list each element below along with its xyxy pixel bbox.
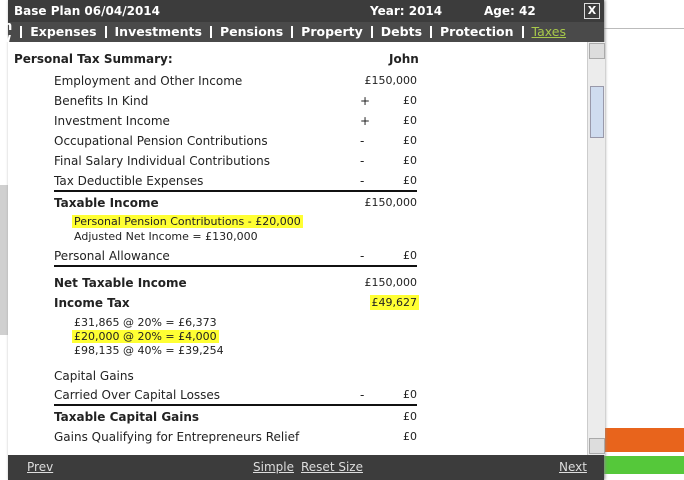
row-value: £150,000 — [364, 276, 418, 289]
prev-link[interactable]: Prev — [27, 460, 54, 474]
rule — [54, 190, 417, 192]
row-sign: - — [360, 134, 365, 148]
simple-link[interactable]: Simple — [253, 460, 294, 474]
row-value: £0 — [403, 154, 417, 167]
row-label: Income Tax — [54, 296, 130, 310]
row-sign: + — [360, 94, 371, 108]
nav-tab[interactable]: Pensions — [209, 25, 291, 38]
row-sign: - — [360, 174, 365, 188]
nav-tab[interactable]: Expenses — [20, 25, 104, 38]
row-value: £0 — [403, 114, 417, 127]
scroll-thumb[interactable] — [590, 86, 604, 138]
rule — [54, 404, 417, 406]
row-label: Personal Allowance — [54, 249, 170, 263]
title: Base Plan 06/04/2014 — [14, 4, 160, 18]
row-label: Taxable Capital Gains — [54, 410, 200, 424]
window: Base Plan 06/04/2014 Year: 2014 Age: 42 … — [0, 0, 605, 480]
background-line — [604, 28, 684, 29]
row-value: £0 — [403, 410, 417, 423]
scroll-up[interactable] — [589, 43, 605, 59]
scrollbar[interactable] — [587, 42, 605, 455]
row-value: £0 — [403, 174, 417, 187]
row-label: Gains Qualifying for Entrepreneurs Relie… — [54, 430, 300, 444]
title-bar: Base Plan 06/04/2014 Year: 2014 Age: 42 … — [8, 0, 604, 22]
background-strip — [0, 185, 8, 335]
row-value: £0 — [403, 249, 417, 262]
nav-tab[interactable]: Debts — [370, 25, 430, 38]
row-label: Benefits In Kind — [54, 94, 149, 108]
age: Age: 42 — [484, 4, 536, 18]
row-label: Employment and Other Income — [54, 74, 243, 88]
background-bar — [604, 456, 684, 474]
row-value: £0 — [403, 134, 417, 147]
rule — [54, 265, 417, 267]
row-sign: + — [360, 114, 371, 128]
note: Adjusted Net Income = £130,000 — [74, 230, 258, 243]
row-label: Tax Deductible Expenses — [54, 174, 204, 188]
footer: Prev Simple Reset Size Next — [8, 455, 604, 480]
row-label: Capital Gains — [54, 369, 134, 383]
note: Personal Pension Contributions - £20,000 — [72, 215, 303, 228]
row-label: Investment Income — [54, 114, 170, 128]
row-value: £150,000 — [364, 74, 418, 87]
reset-size-link[interactable]: Reset Size — [301, 460, 363, 474]
note: £20,000 @ 20% = £4,000 — [72, 330, 219, 343]
row-sign: - — [360, 388, 365, 402]
row-label: Carried Over Capital Losses — [54, 388, 221, 402]
nav-tab[interactable]: Cash Flow — [0, 18, 13, 45]
row-value: £0 — [403, 388, 417, 401]
row-sign: - — [360, 249, 365, 263]
note: £31,865 @ 20% = £6,373 — [74, 316, 217, 329]
next-link[interactable]: Next — [559, 460, 587, 474]
row-value: £150,000 — [364, 196, 418, 209]
row-label: Final Salary Individual Contributions — [54, 154, 270, 168]
nav-tab[interactable]: Property — [291, 25, 371, 38]
person: John — [389, 52, 419, 66]
note: £98,135 @ 40% = £39,254 — [74, 344, 224, 357]
row-label: Taxable Income — [54, 196, 159, 210]
content: Personal Tax Summary: John Employment an… — [8, 42, 587, 455]
row-value: £0 — [403, 94, 417, 107]
nav-tab[interactable]: Taxes — [521, 25, 574, 38]
close-button[interactable]: X — [584, 3, 600, 19]
row-label: Occupational Pension Contributions — [54, 134, 268, 148]
scroll-down[interactable] — [589, 438, 605, 454]
nav-tab[interactable]: Protection — [430, 25, 522, 38]
row-sign: - — [360, 154, 365, 168]
row-value: £0 — [403, 430, 417, 443]
background-bar — [604, 428, 684, 452]
row-value: £49,627 — [369, 295, 419, 310]
nav-tab[interactable]: Investments — [104, 25, 210, 38]
nav-bar: Cash Flow ExpensesInvestmentsPensionsProp… — [0, 19, 604, 44]
summary-title: Personal Tax Summary: — [14, 52, 173, 66]
row-label: Net Taxable Income — [54, 276, 187, 290]
year: Year: 2014 — [370, 4, 443, 18]
